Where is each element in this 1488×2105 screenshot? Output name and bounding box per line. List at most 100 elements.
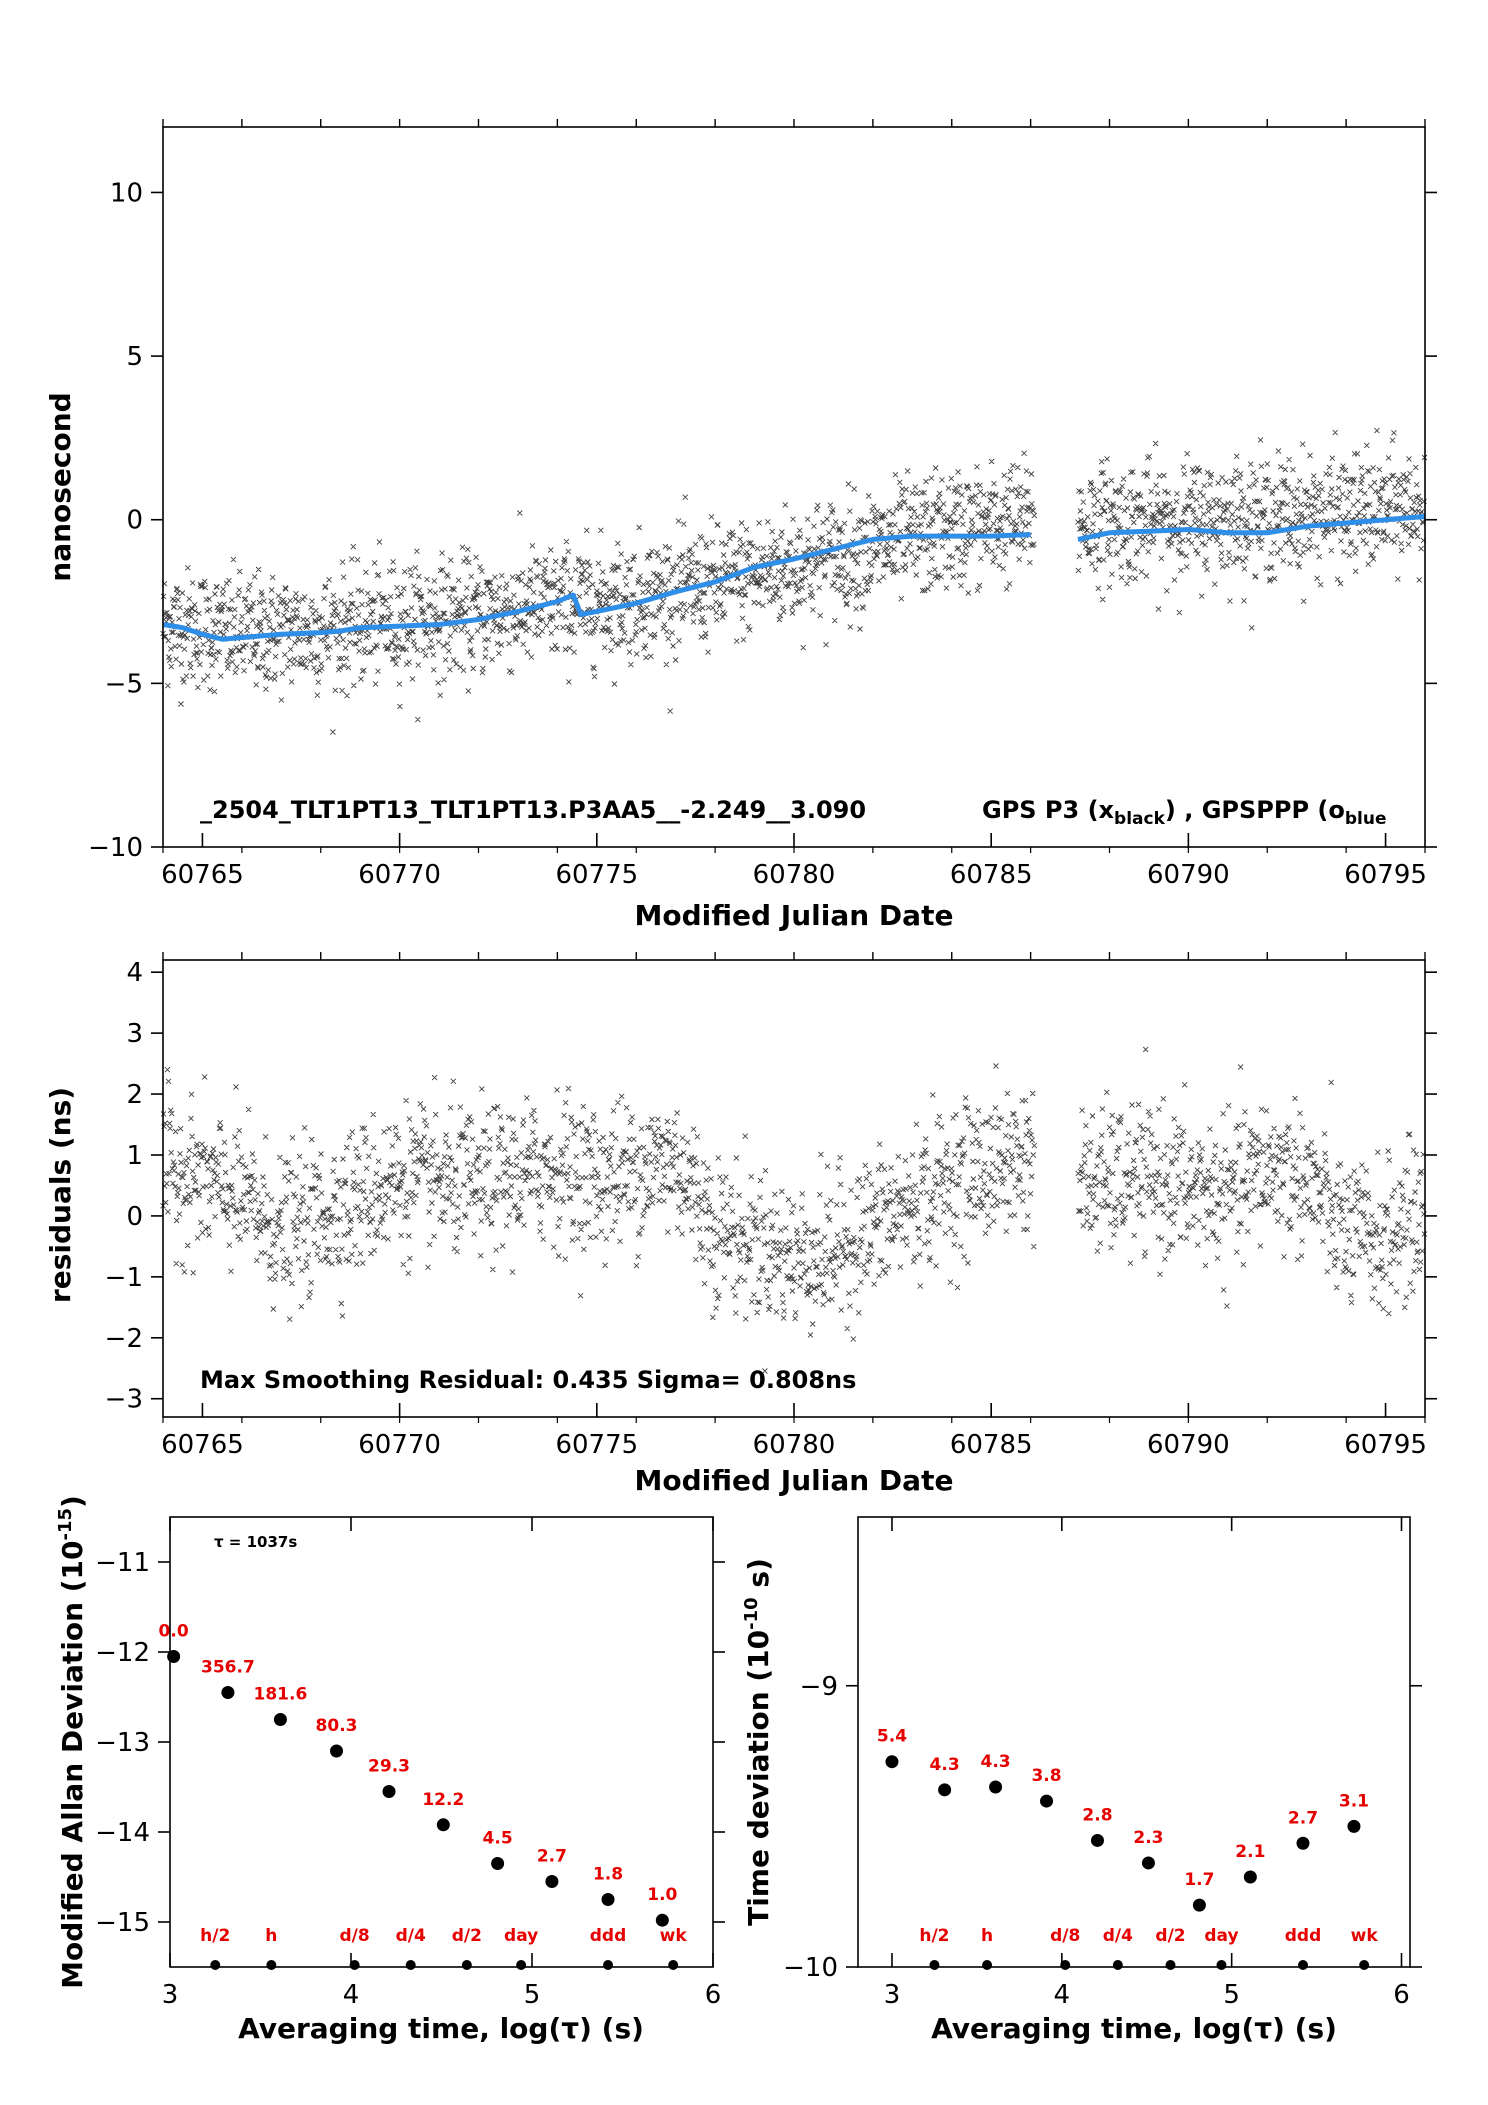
mdev-point-label: 4.5 bbox=[483, 1829, 513, 1849]
tdev-ytick-label: −10 bbox=[783, 1953, 838, 1983]
mdev-ylabel: Modified Allan Deviation (10-15) bbox=[55, 1495, 89, 1989]
residuals-ytick-label: 2 bbox=[126, 1080, 143, 1110]
mdev-point bbox=[601, 1893, 615, 1906]
tdev-xtick-label: 4 bbox=[1054, 1980, 1071, 2010]
tdev-point bbox=[1347, 1819, 1361, 1833]
mdev-interval-dot bbox=[210, 1960, 221, 1970]
mdev-point bbox=[655, 1913, 669, 1927]
mdev-ytick-label: −13 bbox=[95, 1728, 150, 1758]
mdev-xlabel: Averaging time, log(τ) (s) bbox=[238, 2012, 644, 2045]
tdev-interval-label: d/8 bbox=[1050, 1926, 1080, 1946]
tdev-point-label: 3.1 bbox=[1339, 1791, 1369, 1811]
mdev-interval-dot bbox=[461, 1960, 472, 1970]
residuals-ytick-label: 0 bbox=[126, 1202, 143, 1232]
mdev-interval-label: wk bbox=[660, 1926, 688, 1946]
top-xtick-label: 60785 bbox=[950, 860, 1033, 890]
residuals-scatter-layer bbox=[160, 1046, 1428, 1374]
mdev-interval-label: h/2 bbox=[200, 1926, 230, 1946]
mdev-interval-dot bbox=[516, 1960, 527, 1970]
mdev-point-label: 356.7 bbox=[201, 1658, 255, 1678]
residuals-ytick-label: 1 bbox=[126, 1141, 143, 1171]
mdev-ytick-label: −11 bbox=[95, 1548, 150, 1578]
mdev-point bbox=[382, 1785, 396, 1798]
tdev-ylabel-sup: -10 bbox=[741, 1597, 762, 1630]
tdev-point-label: 1.7 bbox=[1184, 1870, 1214, 1890]
tdev-xtick-label: 5 bbox=[1223, 1980, 1240, 2010]
mdev-xtick-label: 5 bbox=[524, 1980, 541, 2010]
top-panel: 60765 60770 60775 60780 60785 60790 60795 −10 −5… bbox=[44, 119, 1437, 932]
mdev-point-label: 1.8 bbox=[593, 1865, 623, 1885]
top-ytick-label: 10 bbox=[110, 178, 143, 208]
tdev-point-label: 2.7 bbox=[1288, 1808, 1318, 1828]
gps-p3-x-markers bbox=[160, 427, 1428, 735]
residuals-annotation: Max Smoothing Residual: 0.435 Sigma= 0.8… bbox=[200, 1366, 856, 1394]
residuals-xtick-label: 60780 bbox=[753, 1430, 836, 1460]
mdev-interval-dot bbox=[405, 1960, 416, 1970]
top-ytick-label: 5 bbox=[126, 342, 143, 372]
tdev-ticks: 3 4 5 6 −10 −9 bbox=[783, 1517, 1422, 2010]
mdev-point-label: 181.6 bbox=[254, 1685, 308, 1705]
tdev-point-label: 4.3 bbox=[981, 1752, 1011, 1772]
tdev-interval-label: h bbox=[981, 1926, 993, 1946]
residuals-xtick-label: 60770 bbox=[358, 1430, 441, 1460]
mdev-ylabel-sup: -15 bbox=[55, 1508, 76, 1541]
tdev-point-label: 2.3 bbox=[1133, 1828, 1163, 1848]
residuals-xtick-label: 60795 bbox=[1344, 1430, 1427, 1460]
residuals-xtick-label: 60775 bbox=[555, 1430, 638, 1460]
tdev-interval-dot bbox=[1112, 1960, 1123, 1970]
mdev-interval-label: ddd bbox=[590, 1926, 627, 1946]
top-legend-text2: ) , GPSPPP (o bbox=[1165, 796, 1345, 824]
mdev-interval-dot bbox=[603, 1960, 614, 1970]
tdev-interval-label: h/2 bbox=[919, 1926, 949, 1946]
mdev-interval-dot bbox=[668, 1960, 679, 1970]
residuals-xtick-label: 60790 bbox=[1147, 1430, 1230, 1460]
mdev-point bbox=[273, 1713, 287, 1726]
residuals-ytick-label: −3 bbox=[105, 1385, 143, 1415]
top-ytick-label: 0 bbox=[126, 506, 143, 536]
mdev-tau-note: τ = 1037s bbox=[214, 1533, 297, 1551]
mdev-interval-label: d/2 bbox=[452, 1926, 482, 1946]
mdev-interval-label: h bbox=[265, 1926, 277, 1946]
top-legend-sub1: black bbox=[1114, 809, 1166, 829]
mdev-xtick-label: 6 bbox=[705, 1980, 722, 2010]
residuals-ylabel: residuals (ns) bbox=[44, 1087, 77, 1303]
tdev-point bbox=[1296, 1836, 1310, 1850]
top-xtick-label: 60780 bbox=[753, 860, 836, 890]
mdev-point-label: 2.7 bbox=[537, 1847, 567, 1867]
tdev-point-label: 2.8 bbox=[1082, 1805, 1112, 1825]
tdev-point bbox=[989, 1780, 1003, 1794]
top-xtick-label: 60775 bbox=[555, 860, 638, 890]
tdev-interval-dot bbox=[982, 1960, 993, 1970]
mdev-point bbox=[545, 1875, 559, 1888]
mdev-point-label: 29.3 bbox=[368, 1757, 410, 1777]
mdev-point-label: 0.0 bbox=[159, 1622, 189, 1642]
tdev-marks-layer: 5.4 4.3 4.3 3.8 2.8 2.3 1.7 2.1 2.7 3.1 h/2 h d/8 d/4… bbox=[877, 1727, 1378, 1970]
top-legend-text1: GPS P3 (x bbox=[982, 796, 1115, 824]
top-ticks: 60765 60770 60775 60780 60785 60790 60795 −10 −5… bbox=[88, 119, 1437, 890]
residual-x-markers bbox=[160, 1046, 1428, 1374]
tdev-interval-label: ddd bbox=[1285, 1926, 1322, 1946]
tdev-ylabel-text: Time deviation (10 bbox=[742, 1630, 775, 1926]
tdev-xtick-label: 6 bbox=[1393, 1980, 1410, 2010]
tdev-ylabel: Time deviation (10-10 s) bbox=[741, 1558, 775, 1926]
tdev-interval-dot bbox=[1165, 1960, 1176, 1970]
tdev-point-label: 3.8 bbox=[1031, 1766, 1061, 1786]
tdev-xtick-label: 3 bbox=[884, 1980, 901, 2010]
tdev-interval-dot bbox=[1216, 1960, 1227, 1970]
mdev-point bbox=[221, 1686, 235, 1699]
top-legend: GPS P3 (xblack) , GPSPPP (oblue bbox=[982, 796, 1386, 829]
mdev-point bbox=[491, 1857, 505, 1870]
top-xtick-label: 60790 bbox=[1147, 860, 1230, 890]
mdev-interval-dot bbox=[266, 1960, 277, 1970]
tdev-interval-dot bbox=[929, 1960, 940, 1970]
tdev-point bbox=[1243, 1870, 1257, 1884]
tdev-point bbox=[938, 1783, 952, 1797]
top-xtick-label: 60765 bbox=[161, 860, 244, 890]
tdev-interval-label: wk bbox=[1351, 1926, 1379, 1946]
tdev-point bbox=[1141, 1856, 1155, 1870]
mdev-point-label: 12.2 bbox=[422, 1790, 464, 1810]
top-scatter-layer bbox=[160, 427, 1428, 735]
mdev-ylabel-text: Modified Allan Deviation (10 bbox=[56, 1540, 89, 1988]
gpsppp-line bbox=[162, 532, 1031, 642]
